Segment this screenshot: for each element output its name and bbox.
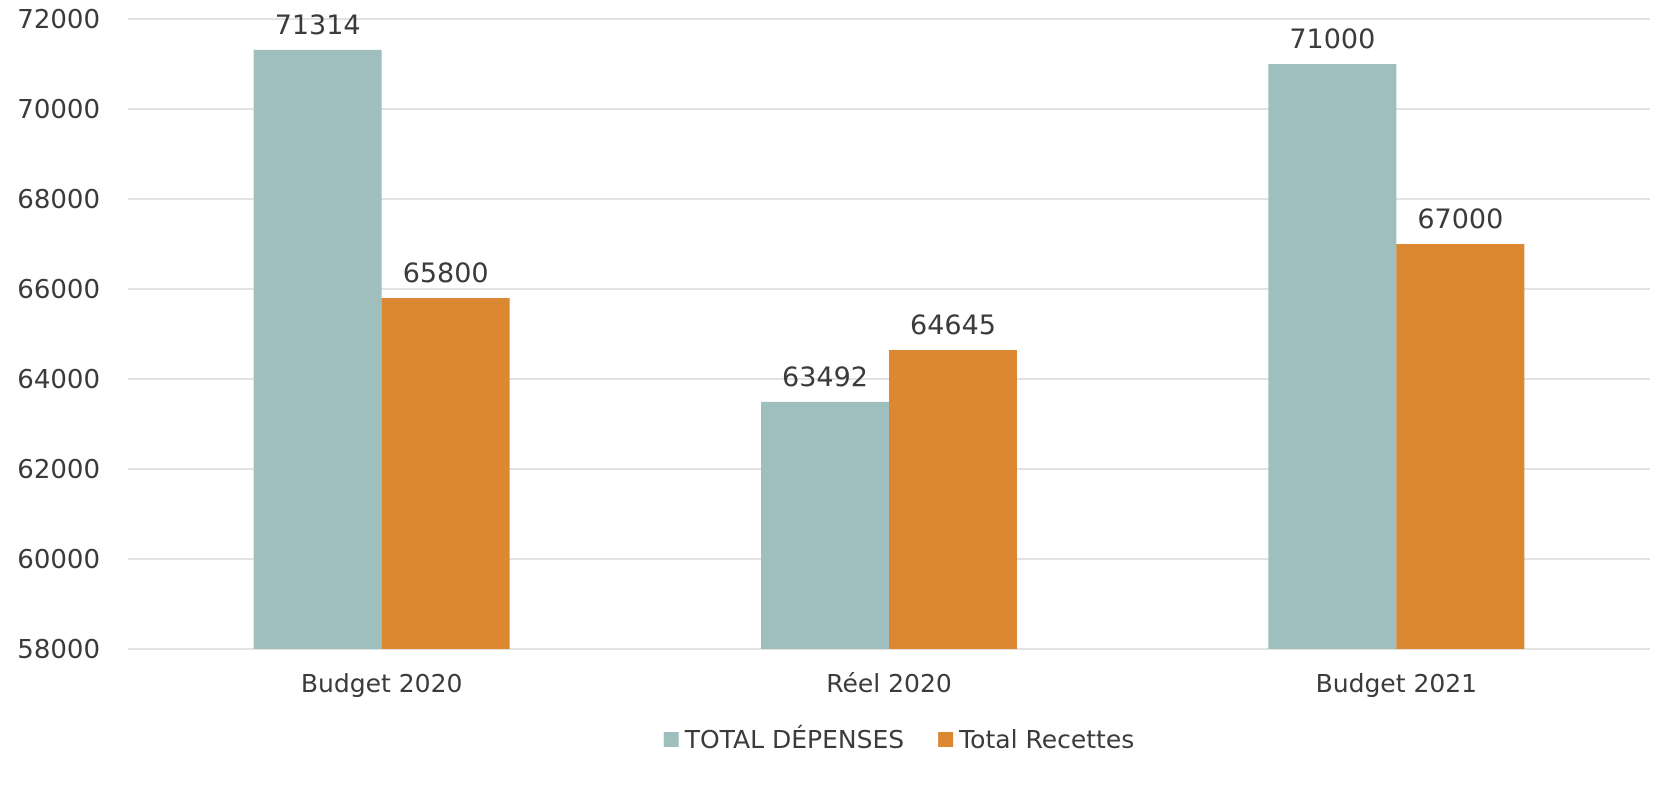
data-label: 67000 bbox=[1417, 204, 1503, 235]
x-axis: Budget 2020 Réel 2020 Budget 2021 bbox=[301, 669, 1477, 698]
legend-label: TOTAL DÉPENSES bbox=[684, 725, 904, 754]
y-tick-label: 60000 bbox=[17, 545, 100, 575]
bar bbox=[381, 298, 510, 649]
y-tick-label: 66000 bbox=[17, 275, 100, 305]
x-category-label: Budget 2021 bbox=[1316, 669, 1478, 698]
legend-swatch bbox=[938, 732, 954, 747]
bar bbox=[889, 349, 1017, 649]
bar bbox=[253, 49, 382, 650]
data-label: 71000 bbox=[1289, 24, 1375, 55]
data-label: 64645 bbox=[910, 310, 996, 341]
y-tick-label: 68000 bbox=[17, 185, 100, 215]
bar bbox=[1268, 64, 1397, 649]
bars bbox=[253, 49, 1525, 650]
y-tick-label: 64000 bbox=[17, 365, 100, 395]
legend-label: Total Recettes bbox=[958, 725, 1134, 754]
y-axis: 58000 60000 62000 64000 66000 68000 70000 72000 bbox=[17, 5, 100, 665]
data-labels: 71314 65800 63492 64645 71000 67000 bbox=[275, 10, 1504, 393]
data-label: 63492 bbox=[782, 362, 868, 393]
y-tick-label: 70000 bbox=[17, 95, 100, 125]
y-tick-label: 72000 bbox=[17, 5, 100, 35]
x-category-label: Réel 2020 bbox=[826, 669, 952, 698]
data-label: 71314 bbox=[275, 10, 361, 41]
y-tick-label: 62000 bbox=[17, 455, 100, 485]
bar bbox=[1396, 244, 1525, 649]
data-label: 65800 bbox=[403, 258, 489, 289]
legend: TOTAL DÉPENSES Total Recettes bbox=[663, 725, 1134, 754]
legend-swatch bbox=[663, 732, 679, 747]
y-tick-label: 58000 bbox=[17, 635, 100, 665]
x-category-label: Budget 2020 bbox=[301, 669, 463, 698]
bar bbox=[761, 401, 889, 649]
